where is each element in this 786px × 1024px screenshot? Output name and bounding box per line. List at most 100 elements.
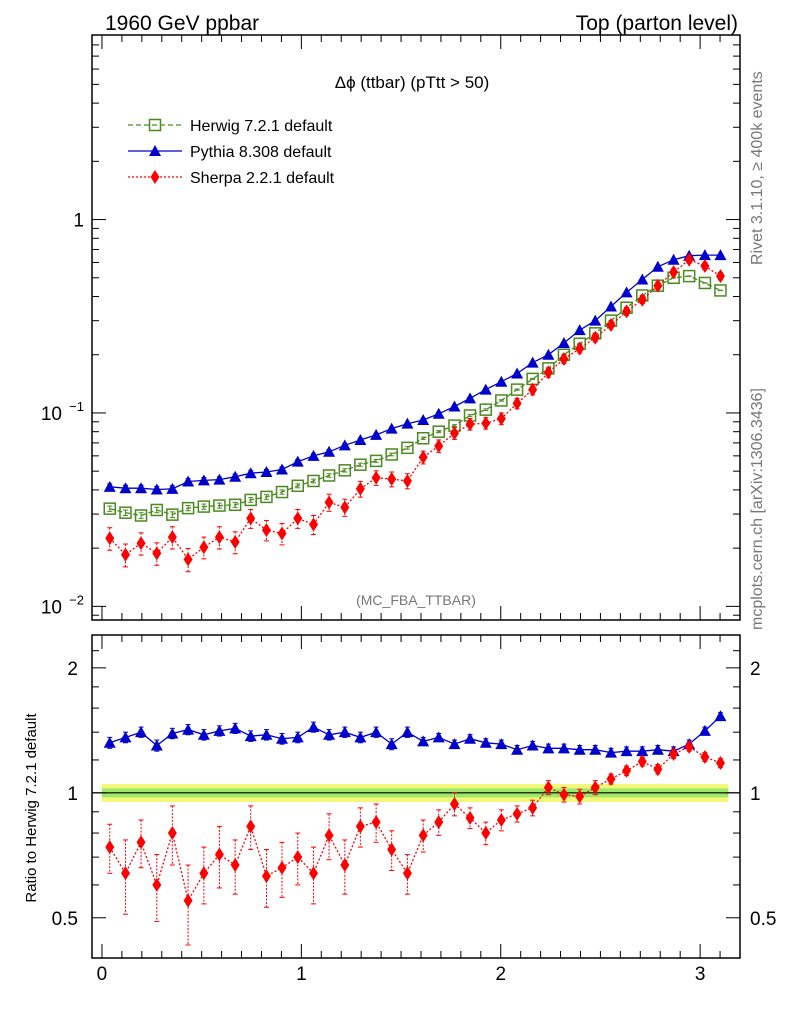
ratio-point-pythia (589, 743, 602, 755)
ratio-point-sherpa (559, 787, 569, 802)
main-y-tick-exponent: −1 (69, 399, 84, 414)
main-point-sherpa (152, 546, 162, 561)
main-point-herwig (714, 284, 727, 297)
main-point-herwig (244, 493, 257, 507)
ratio-point-sherpa (528, 800, 538, 815)
ratio-y-tick-label-left: 0.5 (52, 909, 78, 930)
main-point-sherpa (575, 341, 585, 356)
ratio-point-sherpa (105, 840, 115, 855)
ratio-point-pythia (620, 745, 633, 757)
main-point-sherpa (449, 426, 459, 441)
main-point-pythia (385, 422, 398, 434)
mcplots-source-label: mcplots.cern.ch [arXiv:1306.3436] (749, 388, 766, 630)
ratio-point-pythia (464, 732, 477, 744)
ratio-point-pythia (103, 736, 116, 748)
legend-label-sherpa: Sherpa 2.2.1 default (190, 170, 335, 187)
ratio-point-pythia (417, 735, 430, 747)
legend-label-pythia: Pythia 8.308 default (190, 144, 332, 161)
ratio-point-sherpa (512, 806, 522, 821)
ratio-point-sherpa (622, 763, 632, 778)
main-point-sherpa (496, 411, 506, 426)
ratio-point-sherpa (387, 842, 397, 857)
legend-marker-herwig (148, 118, 162, 132)
ratio-point-pythia (119, 731, 132, 743)
ratio-point-sherpa (434, 815, 444, 830)
main-point-herwig (401, 441, 414, 455)
ratio-point-pythia (182, 723, 195, 735)
ratio-point-pythia (698, 724, 711, 736)
main-point-pythia (370, 428, 383, 440)
main-point-herwig (103, 502, 116, 515)
ratio-point-sherpa (167, 826, 177, 841)
main-point-sherpa (543, 365, 553, 380)
main-line-sherpa (109, 258, 721, 561)
ratio-y-axis-label: Ratio to Herwig 7.2.1 default (23, 713, 40, 903)
ratio-point-pythia (714, 710, 727, 722)
main-point-herwig (698, 276, 712, 290)
main-point-pythia (213, 473, 226, 485)
main-point-herwig (197, 500, 211, 513)
x-tick-label: 3 (695, 964, 706, 985)
main-point-sherpa (340, 500, 350, 515)
ratio-point-sherpa (465, 810, 475, 825)
main-point-pythia (526, 356, 539, 368)
ratio-point-pythia (166, 727, 179, 739)
main-point-sherpa (715, 269, 725, 284)
main-point-sherpa (402, 473, 412, 488)
main-point-sherpa (324, 495, 334, 510)
main-point-pythia (244, 467, 257, 479)
main-y-tick-label: 10 (41, 597, 62, 618)
legend-entry-pythia: Pythia 8.308 default (128, 144, 332, 161)
ratio-point-sherpa (371, 815, 381, 830)
main-point-pythia (354, 433, 367, 445)
main-point-pythia (417, 413, 430, 425)
main-point-pythia (557, 336, 570, 348)
ratio-point-pythia (213, 724, 226, 736)
header-energy-label: 1960 GeV ppbar (105, 12, 259, 35)
ratio-point-sherpa (293, 850, 303, 865)
main-point-pythia (276, 463, 289, 475)
ratio-point-sherpa (653, 762, 663, 777)
legend-label-herwig: Herwig 7.2.1 default (190, 118, 333, 135)
main-point-sherpa (309, 517, 319, 532)
main-point-herwig (432, 425, 445, 438)
main-point-pythia (103, 480, 116, 492)
ratio-point-sherpa (230, 858, 240, 873)
main-point-sherpa (669, 265, 679, 280)
ratio-point-pythia (338, 726, 351, 738)
ratio-point-pythia (385, 738, 398, 750)
ratio-point-sherpa (246, 819, 256, 834)
ratio-point-sherpa (136, 835, 146, 850)
ratio-y-tick-label-left: 1 (67, 784, 78, 805)
ratio-point-pythia (260, 728, 273, 740)
main-point-herwig (416, 431, 430, 445)
main-point-herwig (228, 498, 242, 512)
ratio-point-pythia (636, 745, 649, 757)
main-point-herwig (181, 501, 195, 515)
ratio-y-tick-label-right: 1 (750, 784, 761, 805)
main-point-sherpa (355, 481, 365, 496)
ratio-point-pythia (229, 722, 242, 734)
main-point-pythia (150, 483, 163, 495)
ratio-point-pythia (479, 736, 492, 748)
main-point-sherpa (637, 292, 647, 307)
ratio-point-pythia (307, 721, 320, 733)
main-series-sherpa (105, 252, 725, 573)
ratio-point-sherpa (261, 869, 271, 884)
ratio-point-sherpa (324, 828, 334, 843)
ratio-series-pythia (103, 710, 727, 758)
main-point-sherpa (481, 416, 491, 431)
main-point-pythia (542, 348, 555, 360)
ratio-point-sherpa (277, 860, 287, 875)
main-point-sherpa (700, 259, 710, 274)
main-point-sherpa (418, 450, 428, 465)
main-point-sherpa (371, 470, 381, 485)
main-point-sherpa (293, 511, 303, 526)
ratio-point-sherpa (355, 819, 365, 834)
ratio-point-pythia (150, 739, 163, 751)
ratio-point-sherpa (152, 877, 162, 892)
main-point-herwig (119, 506, 132, 519)
main-point-pythia (604, 300, 617, 312)
